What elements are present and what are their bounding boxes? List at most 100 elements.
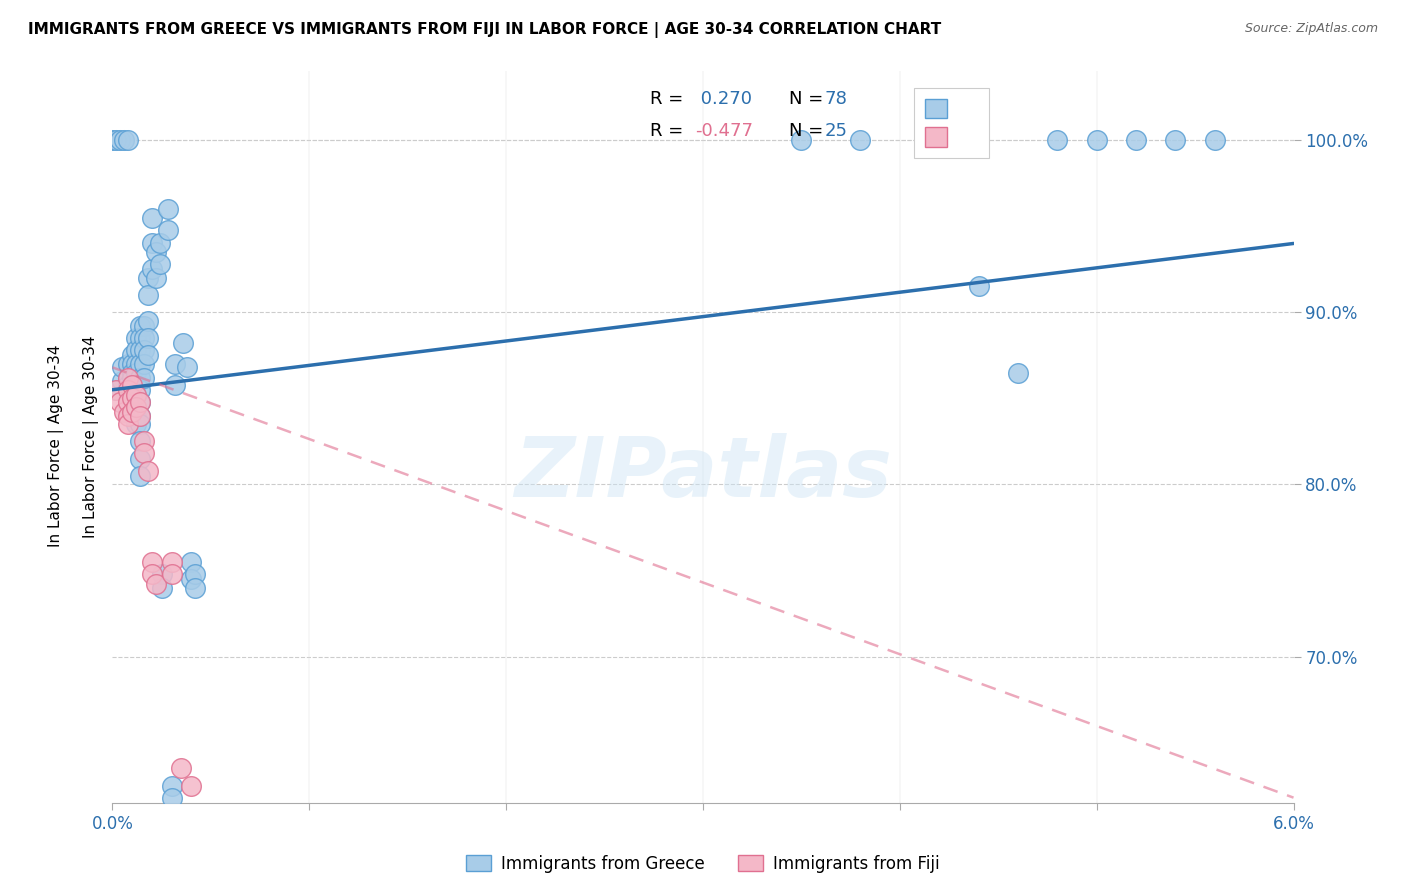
Point [160,779,183,793]
Point [112,405,135,419]
Text: N =: N = [789,122,830,140]
Point [129,451,152,466]
Point [150,581,173,595]
Point [156,223,179,237]
Point [121,377,143,392]
Point [141,262,163,277]
Point [145,577,167,591]
Point [1125,133,1147,147]
Point [136,271,159,285]
Point [129,343,152,358]
Point [117,383,139,397]
Point [129,417,152,432]
Point [117,133,139,147]
Point [150,566,173,581]
Point [125,366,148,380]
Point [132,370,155,384]
Text: In Labor Force | Age 30-34: In Labor Force | Age 30-34 [48,344,65,548]
Point [129,409,152,423]
Point [132,446,155,460]
Point [160,790,183,805]
Point [129,394,152,409]
Point [160,555,183,569]
Point [790,133,813,147]
Point [125,331,148,345]
Point [117,400,139,414]
Point [172,336,194,351]
Point [117,370,139,384]
Point [129,383,152,397]
Point [125,343,148,358]
Text: IMMIGRANTS FROM GREECE VS IMMIGRANTS FROM FIJI IN LABOR FORCE | AGE 30-34 CORREL: IMMIGRANTS FROM GREECE VS IMMIGRANTS FRO… [28,22,942,38]
Text: 78: 78 [825,90,848,108]
Point [110,394,132,409]
Point [165,377,187,392]
Point [1164,133,1187,147]
Point [1046,133,1069,147]
Point [117,357,139,371]
Point [121,405,143,419]
Point [117,417,139,432]
Point [180,779,202,793]
Point [141,211,163,225]
Point [170,761,193,775]
Point [129,394,152,409]
Point [117,409,139,423]
Point [149,257,172,271]
Point [132,343,155,358]
Point [121,370,143,384]
Point [132,434,155,449]
Point [112,133,135,147]
Point [125,388,148,402]
Point [149,236,172,251]
Text: R =: R = [650,122,689,140]
Point [121,357,143,371]
Point [129,468,152,483]
Text: 0.270: 0.270 [695,90,752,108]
Text: 25: 25 [825,122,848,140]
Point [125,388,148,402]
Text: N =: N = [789,90,830,108]
Point [141,555,163,569]
Point [1085,133,1108,147]
Point [132,319,155,334]
Point [129,434,152,449]
Text: -0.477: -0.477 [695,122,752,140]
Point [110,133,132,147]
Point [105,383,128,397]
Point [184,581,207,595]
Point [156,202,179,216]
Point [117,392,139,406]
Point [180,555,202,569]
Point [117,383,139,397]
Point [1204,133,1226,147]
Point [176,360,198,375]
Point [184,566,207,581]
Point [129,409,152,423]
Point [180,572,202,586]
Point [117,394,139,409]
Point [145,245,167,260]
Point [141,236,163,251]
Point [105,383,128,397]
Point [125,377,148,392]
Point [111,360,134,375]
Text: R =: R = [650,90,689,108]
Point [101,133,124,147]
Point [121,388,143,402]
Point [125,400,148,414]
Point [136,348,159,362]
Text: Source: ZipAtlas.com: Source: ZipAtlas.com [1244,22,1378,36]
Point [967,279,990,293]
Point [136,331,159,345]
Point [132,331,155,345]
Point [121,405,143,419]
Point [160,566,183,581]
Point [111,374,134,388]
Point [121,392,143,406]
Point [165,357,187,371]
Point [105,133,128,147]
Point [125,409,148,423]
Point [129,357,152,371]
Point [121,348,143,362]
